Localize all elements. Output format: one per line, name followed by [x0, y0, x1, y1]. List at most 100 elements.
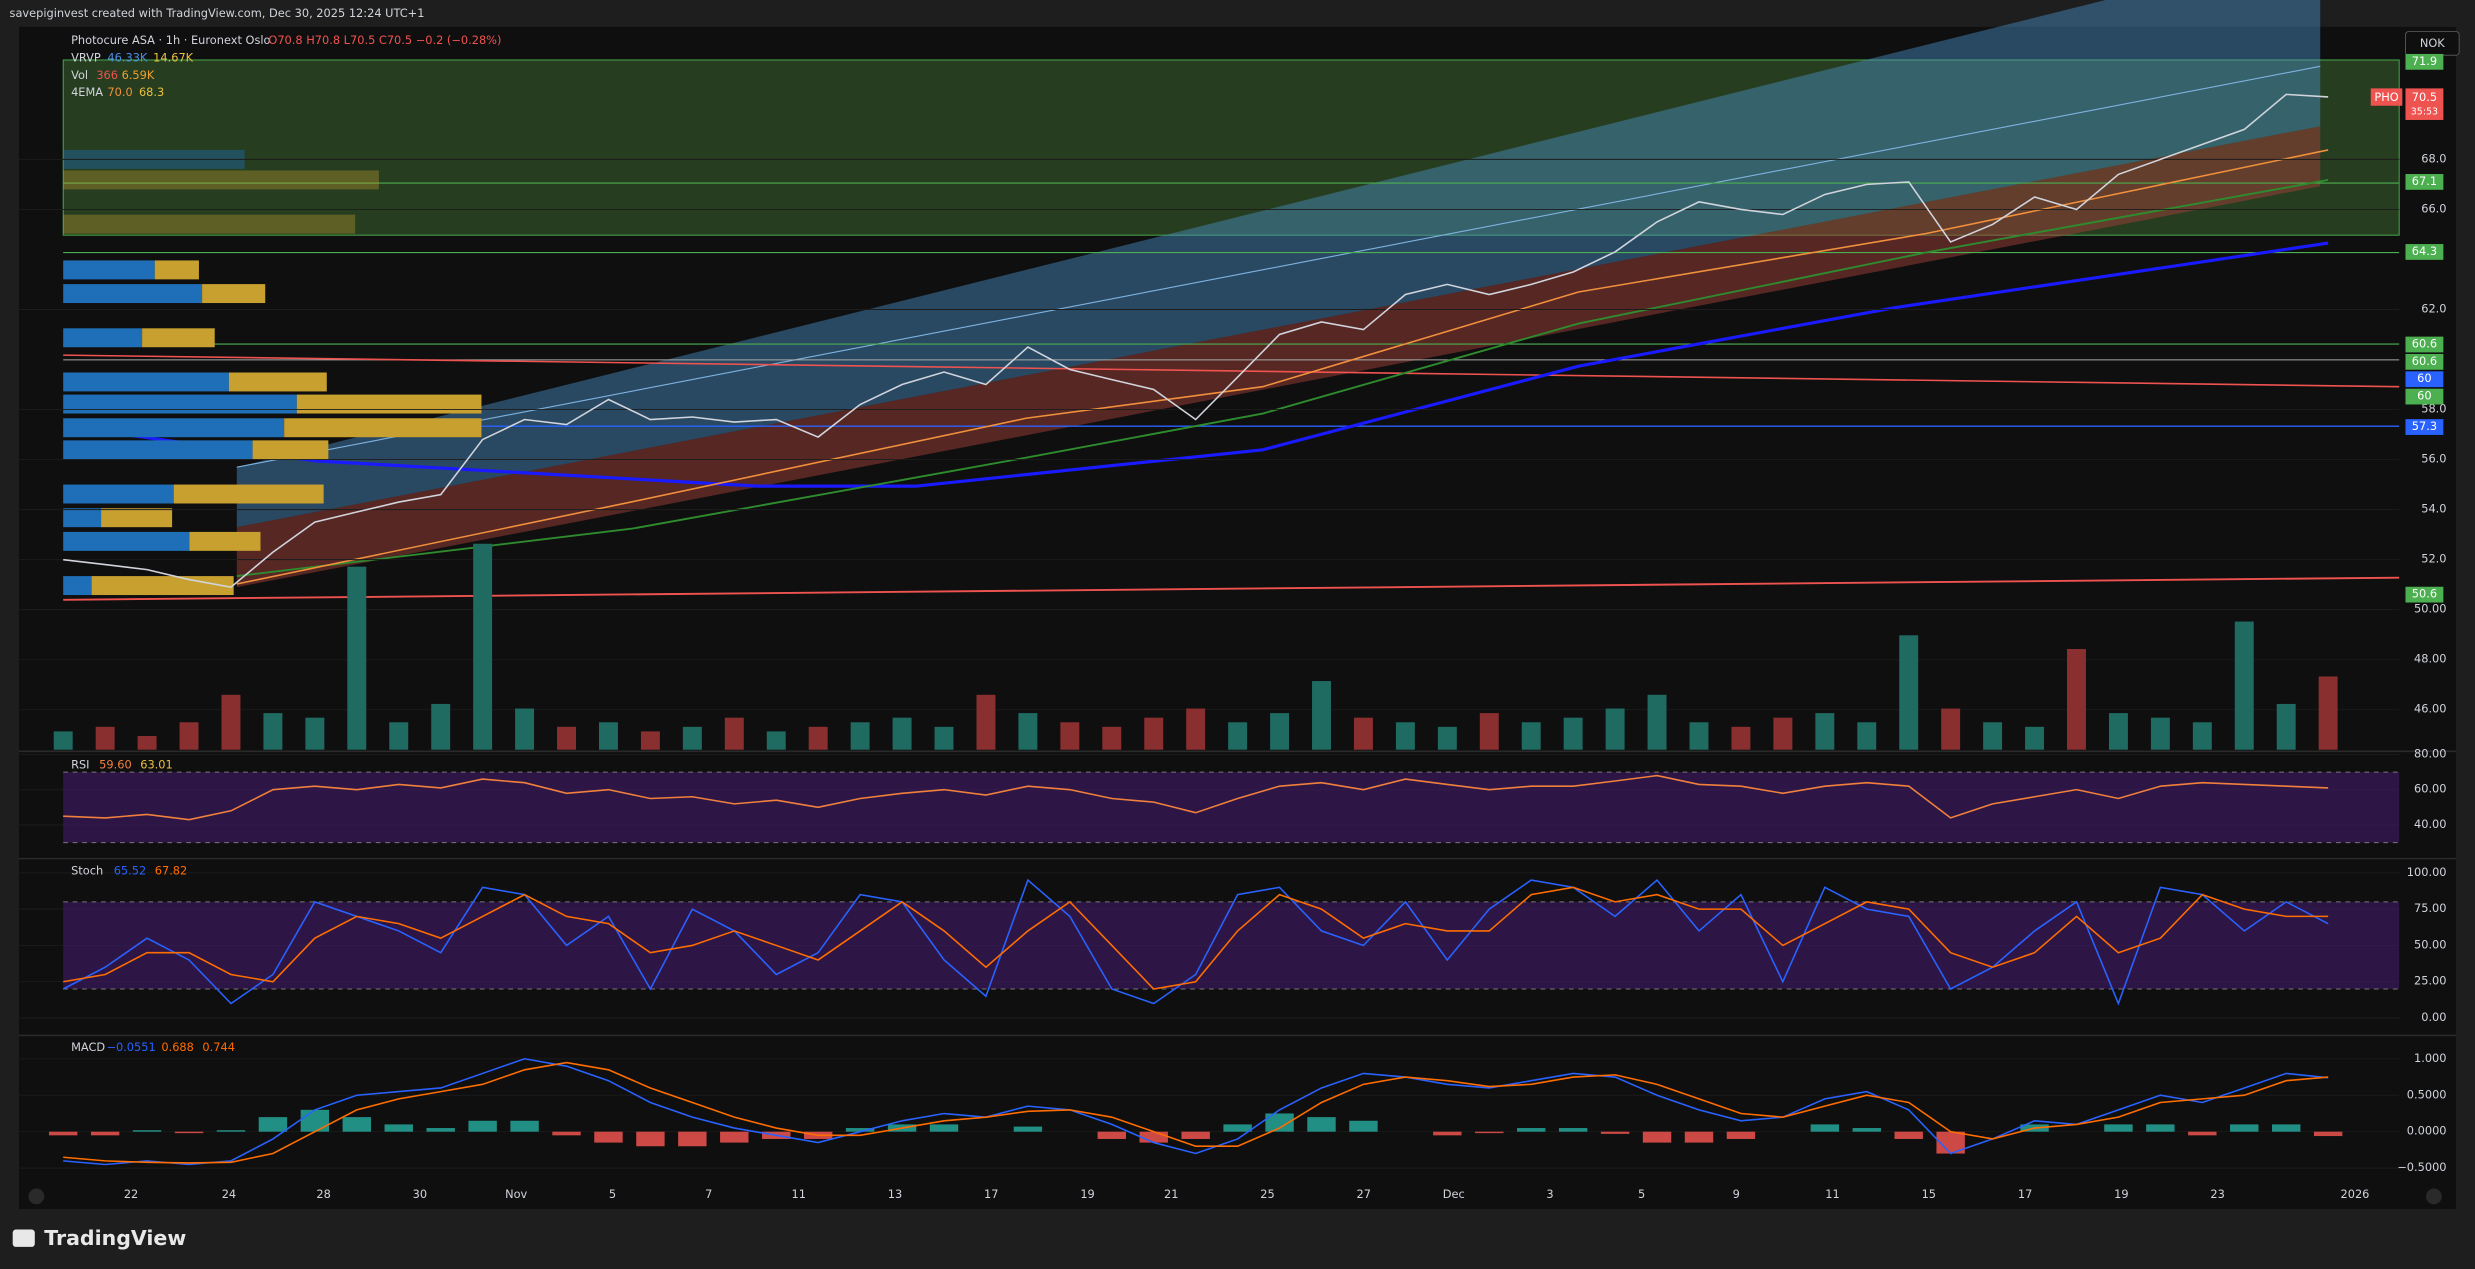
volume-bar [1647, 694, 1667, 750]
vol-name: Vol [71, 68, 88, 82]
profile-bar [63, 484, 174, 504]
histogram-bar [216, 1130, 246, 1132]
ema-name: 4EMA [71, 85, 103, 99]
volume-bar [1395, 722, 1415, 750]
x-tick-label: 5 [609, 1187, 616, 1201]
volume-bar [1521, 722, 1541, 750]
countdown: 35:53 [2411, 107, 2438, 118]
volume-bar [1731, 726, 1751, 750]
y-tick-label: 56.0 [2421, 452, 2446, 466]
x-tick-label: 23 [2210, 1187, 2224, 1201]
histogram-bar [48, 1131, 78, 1136]
profile-bar [228, 372, 327, 392]
price-tag [2405, 388, 2444, 405]
y-tick-label: 50.00 [2414, 602, 2447, 616]
price-tag-label: 71.9 [2412, 54, 2437, 68]
volume-bar [2150, 717, 2170, 750]
auto-button[interactable] [2426, 1188, 2442, 1205]
y-tick-label: 25.00 [2414, 974, 2447, 988]
histogram-bar [1223, 1124, 1252, 1132]
histogram-bar [342, 1117, 372, 1132]
volume-bar [1186, 708, 1206, 750]
line [63, 1061, 2329, 1164]
volume-bar [1563, 717, 1583, 750]
x-tick-label: 21 [1164, 1187, 1178, 1201]
x-tick-label: Dec [1443, 1187, 1465, 1201]
x-tick-label: 22 [124, 1187, 138, 1201]
ema-value: 70.0 [107, 85, 132, 99]
ema-line [62, 241, 2329, 488]
x-tick-label: 9 [1733, 1187, 1740, 1201]
profile-bar [63, 214, 356, 234]
ema-line [236, 149, 2329, 585]
y-tick-label: 100.00 [2407, 865, 2447, 879]
volume-bar [640, 731, 660, 750]
histogram-bar [90, 1131, 120, 1136]
profile-bar [63, 372, 229, 392]
volume-bar [1479, 713, 1499, 750]
volume-bar [850, 722, 870, 750]
histogram-bar [1181, 1131, 1210, 1139]
x-tick-label: 13 [888, 1187, 902, 1201]
price-tag-label: 60 [2417, 371, 2431, 385]
price-tag-label: 60.6 [2412, 337, 2437, 351]
x-tick-label: Nov [505, 1187, 527, 1201]
histogram-bar [258, 1117, 288, 1132]
y-tick-label: 40.00 [2414, 817, 2447, 831]
zoom-button[interactable] [28, 1188, 45, 1205]
volume-bar [598, 722, 618, 750]
vrvp-value: 46.33K [107, 50, 148, 64]
volume-bar [95, 726, 115, 750]
y-tick-label: 1.000 [2414, 1051, 2447, 1065]
y-tick-label: 0.5000 [2407, 1087, 2447, 1101]
y-tick-label: 68.0 [2421, 151, 2446, 165]
histogram-bar [678, 1131, 707, 1147]
histogram-bar [1433, 1131, 1462, 1136]
histogram-bar [1936, 1131, 1965, 1154]
volume-bar [1983, 722, 2003, 750]
y-tick-label: 46.00 [2414, 702, 2447, 716]
pane-title: Stoch [71, 863, 103, 877]
pane-value: −0.0551 [106, 1040, 155, 1054]
volume-bar [724, 717, 744, 750]
histogram-bar [845, 1128, 875, 1132]
volume-bar [976, 694, 996, 750]
histogram-bar [1726, 1131, 1756, 1139]
price-tag [2405, 371, 2444, 388]
profile-bar [252, 440, 329, 460]
volume-bar [305, 717, 325, 750]
x-tick-label: 17 [984, 1187, 998, 1201]
pane-value: 0.744 [202, 1040, 235, 1054]
x-tick-label: 11 [1825, 1187, 1839, 1201]
y-tick-label: 58.0 [2421, 402, 2446, 416]
line [63, 774, 2329, 821]
histogram-bar [594, 1131, 623, 1143]
x-tick-label: 5 [1638, 1187, 1645, 1201]
x-tick-label: 25 [1260, 1187, 1274, 1201]
histogram-bar [1642, 1131, 1672, 1143]
volume-bar [682, 726, 702, 750]
volume-bar [2276, 703, 2296, 750]
x-tick-label: 2026 [2341, 1187, 2370, 1201]
x-tick-label: 7 [705, 1187, 712, 1201]
last-price-box [2405, 88, 2444, 120]
y-tick-label: 48.00 [2414, 652, 2447, 666]
price-tag-label: 60 [2417, 389, 2431, 403]
profile-bar [63, 440, 253, 460]
volume-bar [1857, 722, 1877, 750]
profile-bar [63, 576, 92, 596]
histogram-bar [1600, 1131, 1630, 1134]
volume-bar [431, 703, 451, 750]
channel-upper [236, 0, 2321, 528]
profile-bar [63, 170, 379, 190]
volume-bar [1941, 708, 1961, 750]
histogram-bar [1558, 1128, 1588, 1132]
y-tick-label: 66.0 [2421, 201, 2446, 215]
price-tag [2405, 336, 2444, 353]
pane-value: 67.82 [155, 863, 188, 877]
profile-bar [63, 508, 102, 528]
symbol-text: PHO [2374, 90, 2398, 104]
price-tag-label: 50.6 [2412, 587, 2437, 601]
x-tick-label: 30 [413, 1187, 427, 1201]
volume-bar [1228, 722, 1248, 750]
